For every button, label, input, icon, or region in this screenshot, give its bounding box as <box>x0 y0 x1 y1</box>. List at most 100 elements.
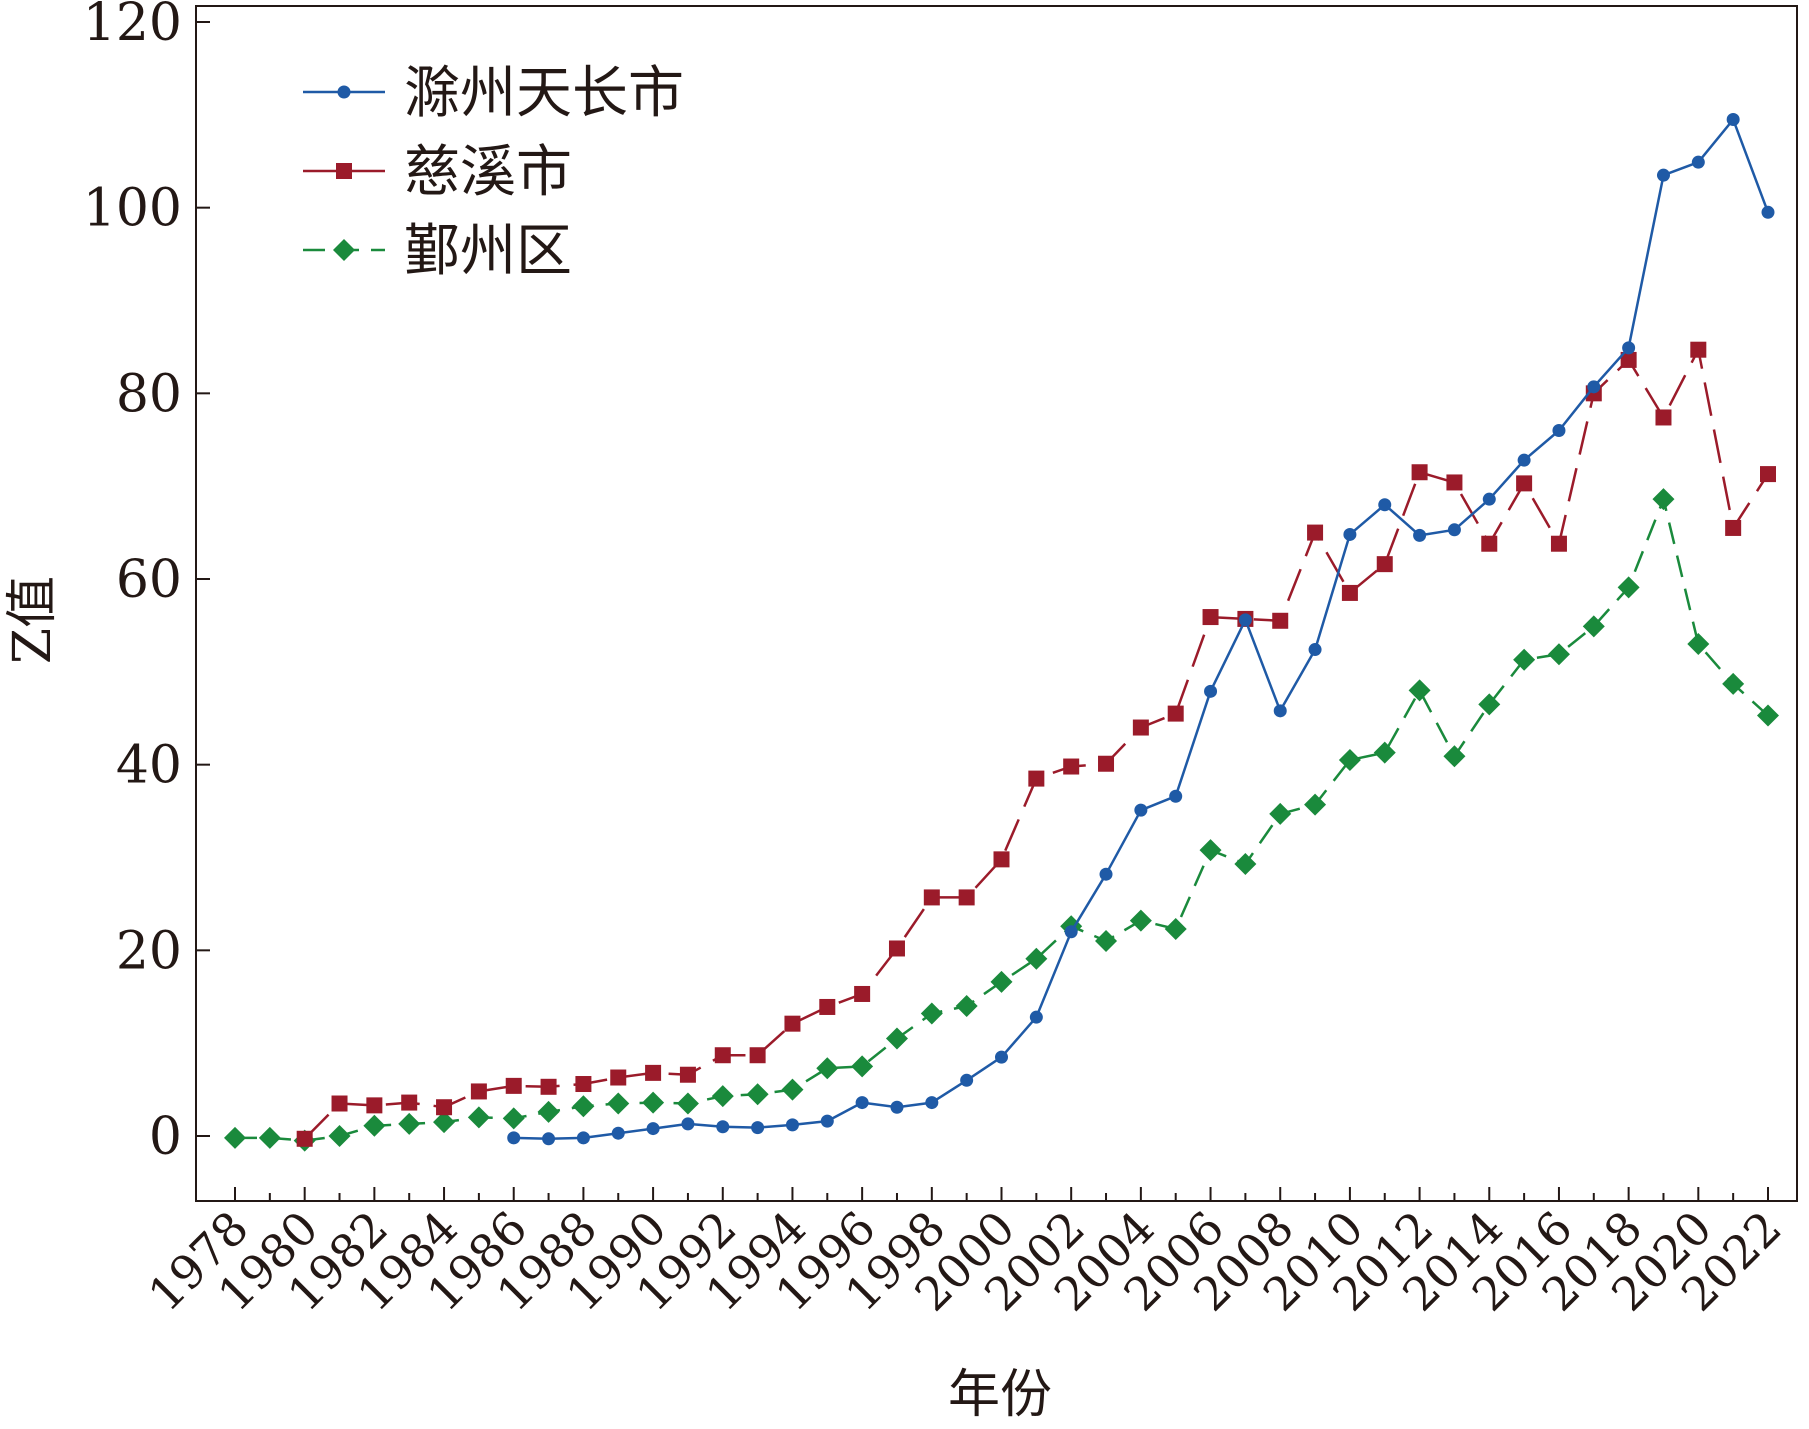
legend-marker <box>337 85 351 99</box>
data-point <box>1063 758 1080 775</box>
data-point <box>1338 749 1361 772</box>
data-point <box>1343 527 1357 541</box>
data-point <box>502 1107 525 1130</box>
data-point <box>920 1002 943 1025</box>
data-point <box>1443 745 1466 768</box>
data-point <box>854 985 871 1002</box>
data-point <box>785 1118 799 1132</box>
data-point <box>990 970 1013 993</box>
data-point <box>328 1125 351 1147</box>
data-point <box>1167 705 1184 722</box>
legend-item: 滁州天长市 <box>303 61 684 126</box>
y-axis-label: Z值 <box>3 576 63 664</box>
data-point <box>1760 466 1776 483</box>
data-point <box>1273 704 1287 718</box>
data-point <box>819 998 836 1015</box>
y-tick-label: 120 <box>83 0 182 53</box>
data-point <box>749 1047 766 1064</box>
data-point <box>331 1095 348 1112</box>
data-point <box>1481 535 1498 552</box>
data-point <box>1478 693 1501 716</box>
data-point <box>1376 556 1393 573</box>
data-point <box>296 1130 313 1147</box>
data-point <box>1655 409 1672 426</box>
series-3 <box>224 488 1779 1152</box>
data-point <box>470 1083 487 1100</box>
y-tick-label: 60 <box>116 550 182 610</box>
data-point <box>1378 498 1392 512</box>
data-point <box>467 1106 490 1129</box>
data-point <box>507 1131 521 1145</box>
data-point <box>1164 917 1187 940</box>
data-point <box>746 1083 769 1106</box>
legend-item: 慈溪市 <box>303 140 572 205</box>
data-point <box>1413 528 1427 542</box>
data-point <box>1269 802 1292 825</box>
data-point <box>890 1100 904 1114</box>
data-point <box>1304 793 1327 816</box>
data-point <box>1408 679 1431 702</box>
data-point <box>1025 947 1048 970</box>
data-point <box>646 1122 660 1136</box>
series-line <box>235 497 1769 1142</box>
y-tick-label: 20 <box>116 921 182 981</box>
data-point <box>1722 672 1745 695</box>
data-point <box>1238 613 1252 627</box>
data-point <box>681 1117 695 1131</box>
y-tick-label: 40 <box>116 736 182 796</box>
series-line <box>513 118 1770 1141</box>
data-point <box>676 1092 699 1115</box>
data-point <box>960 1073 974 1087</box>
data-point <box>1099 867 1113 881</box>
data-point <box>224 1126 246 1149</box>
data-point <box>1757 704 1779 727</box>
data-point <box>398 1112 421 1135</box>
data-point <box>816 1057 839 1080</box>
data-point <box>1307 524 1324 541</box>
data-point <box>1725 519 1742 536</box>
data-point <box>436 1099 453 1116</box>
data-point <box>1482 492 1496 506</box>
data-point <box>542 1132 556 1146</box>
x-axis-ticks: 1978198019821984198619881990199219941996… <box>138 1187 1792 1322</box>
data-point <box>363 1114 386 1137</box>
data-point <box>851 1055 874 1078</box>
data-point <box>1550 535 1567 552</box>
series-layer <box>224 112 1779 1152</box>
data-point <box>1513 648 1536 671</box>
data-point <box>751 1121 765 1135</box>
data-point <box>1687 632 1710 655</box>
data-point <box>1129 909 1152 932</box>
data-point <box>645 1064 662 1081</box>
data-point <box>1272 612 1289 629</box>
data-point <box>537 1100 560 1123</box>
data-point <box>993 851 1010 868</box>
data-point <box>611 1126 625 1140</box>
data-point <box>714 1047 731 1064</box>
data-point <box>784 1015 801 1032</box>
data-point <box>1587 380 1601 394</box>
data-point <box>855 1096 869 1110</box>
legend-item: 鄞州区 <box>303 219 572 284</box>
data-point <box>1582 615 1605 638</box>
legend-label: 滁州天长市 <box>404 61 684 126</box>
data-point <box>1516 475 1533 492</box>
data-point <box>925 1096 939 1110</box>
legend-marker <box>333 239 355 261</box>
data-point <box>955 995 978 1018</box>
data-point <box>1134 803 1148 817</box>
data-point <box>1761 205 1775 219</box>
data-point <box>1095 930 1118 953</box>
data-point <box>1234 852 1257 875</box>
data-point <box>1204 684 1218 698</box>
data-point <box>1098 755 1115 772</box>
legend-marker <box>336 163 352 179</box>
data-point <box>366 1097 383 1114</box>
series-2 <box>296 341 1776 1147</box>
data-point <box>401 1094 418 1111</box>
legend-label: 鄞州区 <box>404 219 572 284</box>
data-point <box>1029 1010 1043 1024</box>
y-axis-ticks: 0 20 40 60 80 100 120 <box>83 0 210 1167</box>
data-point <box>642 1091 665 1114</box>
